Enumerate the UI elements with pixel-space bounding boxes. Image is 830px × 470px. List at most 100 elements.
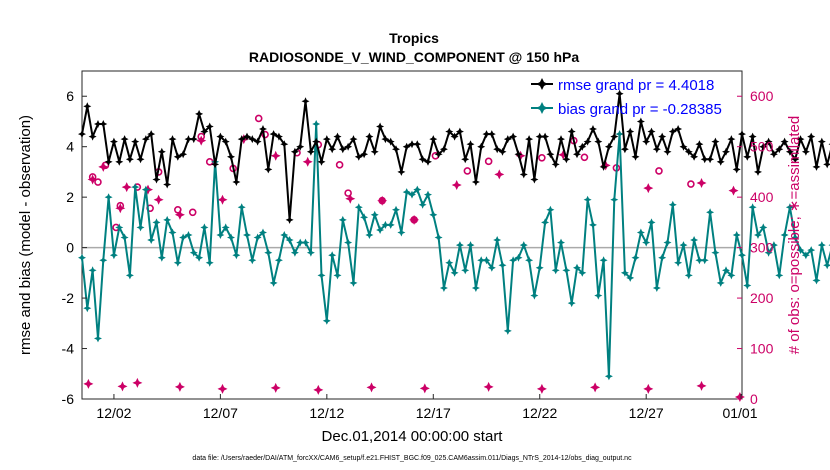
bias-point bbox=[88, 266, 97, 275]
rmse-point bbox=[466, 140, 475, 149]
right-tick-label: 200 bbox=[750, 290, 774, 306]
bias-point bbox=[381, 220, 390, 229]
obs-count-low-marker bbox=[117, 381, 128, 392]
bias-point bbox=[738, 251, 746, 260]
bias-point bbox=[668, 200, 677, 209]
x-tick-label: 12/17 bbox=[416, 405, 451, 421]
bias-point bbox=[535, 263, 544, 272]
bias-point bbox=[493, 236, 502, 244]
obs-count-low-marker bbox=[132, 377, 143, 388]
obs-assimilated-marker bbox=[115, 203, 126, 214]
obs-possible-marker bbox=[538, 153, 546, 162]
rmse-point bbox=[754, 167, 762, 176]
bias-point bbox=[477, 256, 486, 265]
left-tick-label: 4 bbox=[66, 139, 74, 155]
obs-count-low-marker bbox=[696, 380, 707, 391]
bias-point bbox=[184, 231, 193, 239]
bias-series bbox=[78, 120, 830, 381]
bias-point bbox=[589, 220, 597, 229]
bias-point bbox=[636, 228, 645, 237]
bias-point bbox=[775, 271, 784, 280]
bias-point bbox=[573, 263, 581, 272]
rmse-point bbox=[392, 145, 400, 154]
rmse-point bbox=[418, 155, 427, 164]
bias-point bbox=[732, 231, 741, 239]
rmse-point bbox=[748, 132, 757, 141]
bias-point bbox=[498, 261, 507, 270]
rmse-point bbox=[599, 162, 608, 171]
bias-point bbox=[769, 241, 778, 250]
rmse-point bbox=[652, 145, 661, 154]
rmse-point bbox=[205, 122, 214, 131]
bias-point bbox=[461, 266, 470, 275]
legend: rmse grand pr = 4.4018 bias grand pr = -… bbox=[531, 77, 722, 118]
rmse-point bbox=[301, 97, 310, 106]
bias-point bbox=[237, 203, 246, 212]
obs-possible-marker bbox=[655, 167, 663, 175]
rmse-line bbox=[81, 92, 830, 221]
obs-count-low-marker bbox=[174, 381, 185, 392]
bias-point bbox=[301, 238, 310, 247]
bias-point bbox=[754, 231, 762, 239]
bias-point bbox=[455, 241, 464, 250]
bias-point bbox=[604, 372, 613, 381]
rmse-point bbox=[674, 125, 683, 133]
rmse-point bbox=[360, 150, 369, 159]
bias-point bbox=[413, 185, 422, 194]
rmse-point bbox=[626, 127, 635, 136]
right-tick-label: 600 bbox=[750, 88, 774, 104]
right-tick-label: 500 bbox=[750, 139, 774, 155]
rmse-point bbox=[461, 155, 470, 164]
obs-assimilated-marker bbox=[270, 150, 281, 161]
rmse-point bbox=[195, 109, 204, 118]
rmse-point bbox=[727, 135, 736, 144]
rmse-point bbox=[147, 130, 156, 139]
bias-point bbox=[274, 256, 283, 265]
rmse-point bbox=[487, 130, 496, 139]
rmse-point bbox=[370, 147, 379, 156]
rmse-point bbox=[248, 135, 257, 144]
rmse-point bbox=[668, 127, 677, 136]
obs-assimilated-marker bbox=[87, 174, 98, 185]
rmse-point bbox=[99, 120, 108, 128]
legend-rmse-label: rmse grand pr = 4.4018 bbox=[558, 77, 714, 94]
rmse-point bbox=[115, 157, 124, 166]
bias-point bbox=[780, 231, 789, 239]
bias-point bbox=[583, 195, 592, 204]
rmse-point bbox=[402, 142, 411, 151]
bias-point bbox=[716, 278, 725, 287]
rmse-point bbox=[333, 132, 342, 141]
rmse-point bbox=[349, 135, 358, 144]
bias-point bbox=[514, 253, 523, 262]
rmse-point bbox=[344, 142, 353, 151]
rmse-point bbox=[551, 160, 560, 169]
obs-possible-marker bbox=[335, 161, 344, 169]
bias-point bbox=[679, 241, 688, 250]
bias-point bbox=[312, 120, 321, 128]
rmse-point bbox=[796, 135, 805, 144]
rmse-point bbox=[104, 157, 113, 166]
bias-point bbox=[418, 200, 427, 209]
rmse-point bbox=[498, 147, 507, 156]
bias-point bbox=[173, 258, 182, 267]
rmse-point bbox=[519, 170, 528, 179]
x-axis-ticks: 12/02 12/07 12/12 12/17 12/22 12/27 01/01 bbox=[96, 394, 758, 421]
bias-point bbox=[141, 185, 150, 194]
x-tick-label: 12/27 bbox=[629, 405, 664, 421]
bias-point bbox=[370, 210, 379, 219]
bias-point bbox=[487, 263, 496, 272]
obs-count-low-marker bbox=[217, 383, 228, 394]
obs-possible-marker bbox=[484, 157, 493, 166]
right-tick-label: 100 bbox=[750, 341, 774, 357]
bias-point bbox=[743, 281, 752, 290]
rmse-point bbox=[264, 165, 273, 174]
bias-point bbox=[727, 271, 736, 280]
bias-point bbox=[104, 193, 113, 202]
obs-assimilated-marker bbox=[302, 156, 313, 167]
bias-point bbox=[439, 284, 448, 292]
obs-assimilated-marker bbox=[98, 161, 109, 172]
rmse-point bbox=[227, 152, 235, 161]
bias-point bbox=[216, 231, 225, 239]
bias-point bbox=[147, 236, 156, 244]
bias-point bbox=[706, 208, 715, 217]
